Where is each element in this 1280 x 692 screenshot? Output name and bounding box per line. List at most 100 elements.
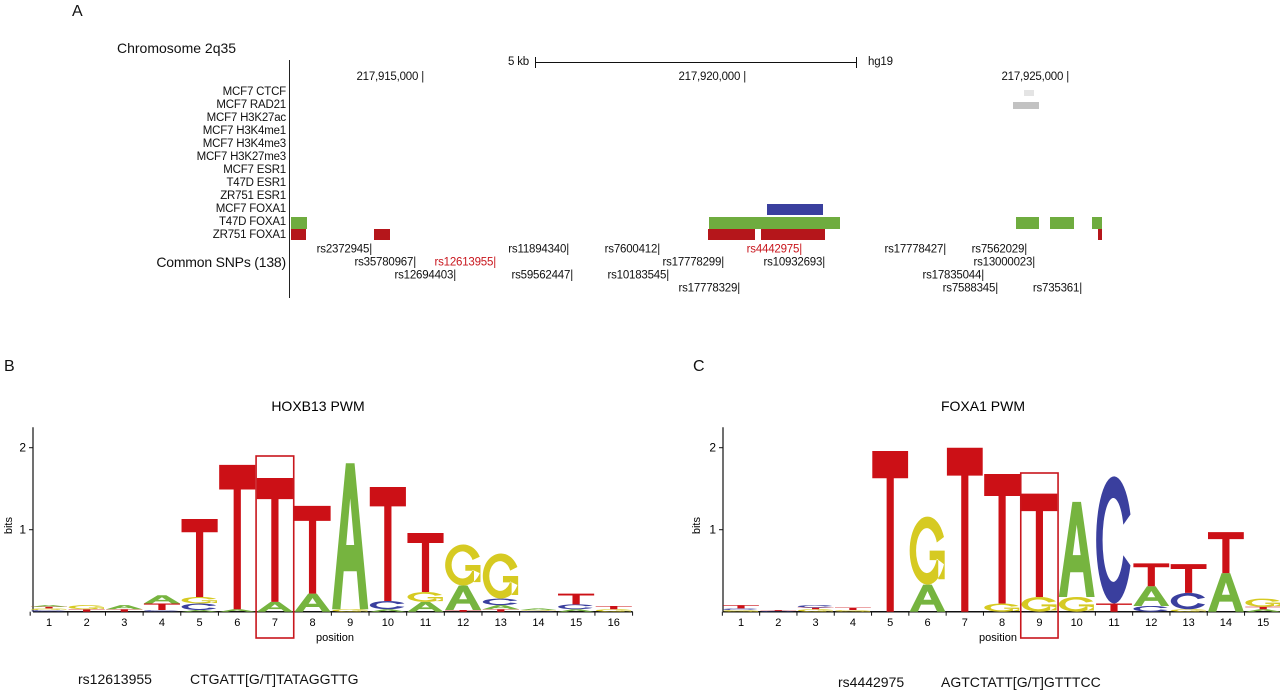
snp-label[interactable]: rs11894340| <box>508 243 569 256</box>
snp-label[interactable]: rs735361| <box>1032 282 1082 295</box>
t47d-foxa1-peak <box>1016 217 1039 229</box>
zr751-foxa1-peak <box>1098 229 1102 240</box>
logo-letter-G <box>1245 598 1280 607</box>
logo-letter-C <box>369 601 405 610</box>
snp-label[interactable]: rs7562029| <box>971 243 1028 256</box>
snp-label-highlighted[interactable]: rs12613955| <box>434 256 496 269</box>
logo-letter-T <box>723 605 759 609</box>
x-tick-label: 12 <box>457 617 469 629</box>
zr751-foxa1-peak <box>761 229 825 240</box>
logo-letter-T <box>143 603 181 611</box>
snp-label[interactable]: rs13000023| <box>973 256 1035 269</box>
logo-letter-T <box>797 607 834 610</box>
logo-letter-C <box>30 610 66 612</box>
logo-letter-T <box>1133 563 1170 587</box>
x-tick-label: 16 <box>608 617 620 629</box>
snp-label-highlighted[interactable]: rs4442975| <box>746 243 803 256</box>
assembly-label: hg19 <box>868 56 893 68</box>
snp-id: rs17835044 <box>922 269 982 282</box>
x-tick-label: 11 <box>420 617 431 629</box>
logo-letter-T <box>106 609 143 612</box>
t47d-foxa1-peak <box>1050 217 1074 229</box>
snp-id: rs735361 <box>1032 282 1080 295</box>
t47d-foxa1-peak <box>709 217 840 229</box>
panel-label-b: B <box>4 358 15 375</box>
x-tick-label: 9 <box>1036 617 1042 629</box>
logo-letter-T <box>1245 606 1280 610</box>
x-tick-label: 10 <box>382 617 394 629</box>
y-tick-label: 2 <box>19 441 26 455</box>
x-tick-label: 14 <box>532 617 544 629</box>
logo-letter-A <box>256 601 293 612</box>
x-tick-label: 4 <box>159 617 165 629</box>
logo-letter-T <box>445 610 482 612</box>
snp-label[interactable]: rs7600412| <box>604 243 661 256</box>
snp-track-label: Common SNPs (138) <box>156 254 286 270</box>
panel-label-a: A <box>72 3 83 20</box>
logo-letter-T <box>30 606 68 609</box>
sequence-b: CTGATT[G/T]TATAGGTTG <box>190 671 359 687</box>
snp-id: rs11894340 <box>508 243 567 256</box>
logo-letter-G <box>1021 596 1057 612</box>
logo-letter-G <box>1058 596 1094 612</box>
snp-label[interactable]: rs7588345| <box>942 282 999 295</box>
snp-label[interactable]: rs59562447| <box>511 269 573 282</box>
logo-letter-C <box>143 610 179 612</box>
logo-letter-T <box>294 505 331 594</box>
logo-title: FOXA1 PWM <box>941 398 1025 414</box>
snp-id: rs10932693 <box>763 256 823 269</box>
snp-id: rs7588345 <box>942 282 996 295</box>
x-tick-label: 3 <box>121 617 127 629</box>
snp-label[interactable]: rs17778427| <box>884 243 946 256</box>
track-label: MCF7 H3K27me3 <box>196 151 287 163</box>
logo-letter-C <box>797 605 833 608</box>
scale-bar-left-tick <box>535 57 536 68</box>
snp-label[interactable]: rs17835044| <box>922 269 984 282</box>
logo-title: HOXB13 PWM <box>271 398 364 414</box>
x-tick-label: 6 <box>924 617 930 629</box>
snp-label[interactable]: rs35780967| <box>354 256 416 269</box>
logo-letter-A <box>294 593 331 612</box>
logo-letter-T <box>760 610 797 611</box>
x-tick-label: 6 <box>234 617 240 629</box>
x-tick-label: 8 <box>999 617 1005 629</box>
rad21-peak <box>1013 102 1039 109</box>
snp-label[interactable]: rs10932693| <box>763 256 825 269</box>
logo-letter-A <box>1207 573 1244 612</box>
scale-bar <box>535 62 857 63</box>
zr751-foxa1-peak <box>374 229 390 240</box>
logo-letter-G <box>482 553 519 599</box>
logo-letter-T <box>558 593 595 605</box>
track-label: ZR751 ESR1 <box>220 190 286 202</box>
track-label: MCF7 H3K4me3 <box>202 138 286 150</box>
logo-letter-A <box>181 610 218 612</box>
logo-letter-T <box>256 478 293 602</box>
logo-letter-C <box>520 610 556 612</box>
track-label: T47D FOXA1 <box>218 216 286 228</box>
track-label: MCF7 ESR1 <box>223 164 286 176</box>
x-tick-label: 10 <box>1071 617 1083 629</box>
x-tick-label: 1 <box>46 617 52 629</box>
snp-label[interactable]: rs2372945| <box>316 243 373 256</box>
snp-id: rs17778299 <box>662 256 722 269</box>
snp-label[interactable]: rs17778329| <box>678 282 740 295</box>
logo-letter-G <box>332 609 368 612</box>
snp-label[interactable]: rs17778299| <box>662 256 724 269</box>
snp-id: rs12613955 <box>434 256 494 269</box>
logo-letter-A <box>407 601 444 612</box>
logo-letter-C <box>1096 476 1131 604</box>
snp-id: rs17778329 <box>678 282 738 295</box>
logo-letter-A <box>332 463 369 610</box>
snp-id: rs2372945 <box>316 243 370 256</box>
logo-letter-C <box>723 608 758 611</box>
logo-letter-A <box>106 605 143 610</box>
zr751-foxa1-peak <box>708 229 755 240</box>
x-tick-label: 15 <box>570 617 582 629</box>
region-label: Chromosome 2q35 <box>117 40 237 56</box>
snp-label[interactable]: rs10183545| <box>607 269 669 282</box>
snp-id: rs10183545 <box>607 269 667 282</box>
snp-label[interactable]: rs12694403| <box>394 269 456 282</box>
x-tick-label: 9 <box>347 617 353 629</box>
